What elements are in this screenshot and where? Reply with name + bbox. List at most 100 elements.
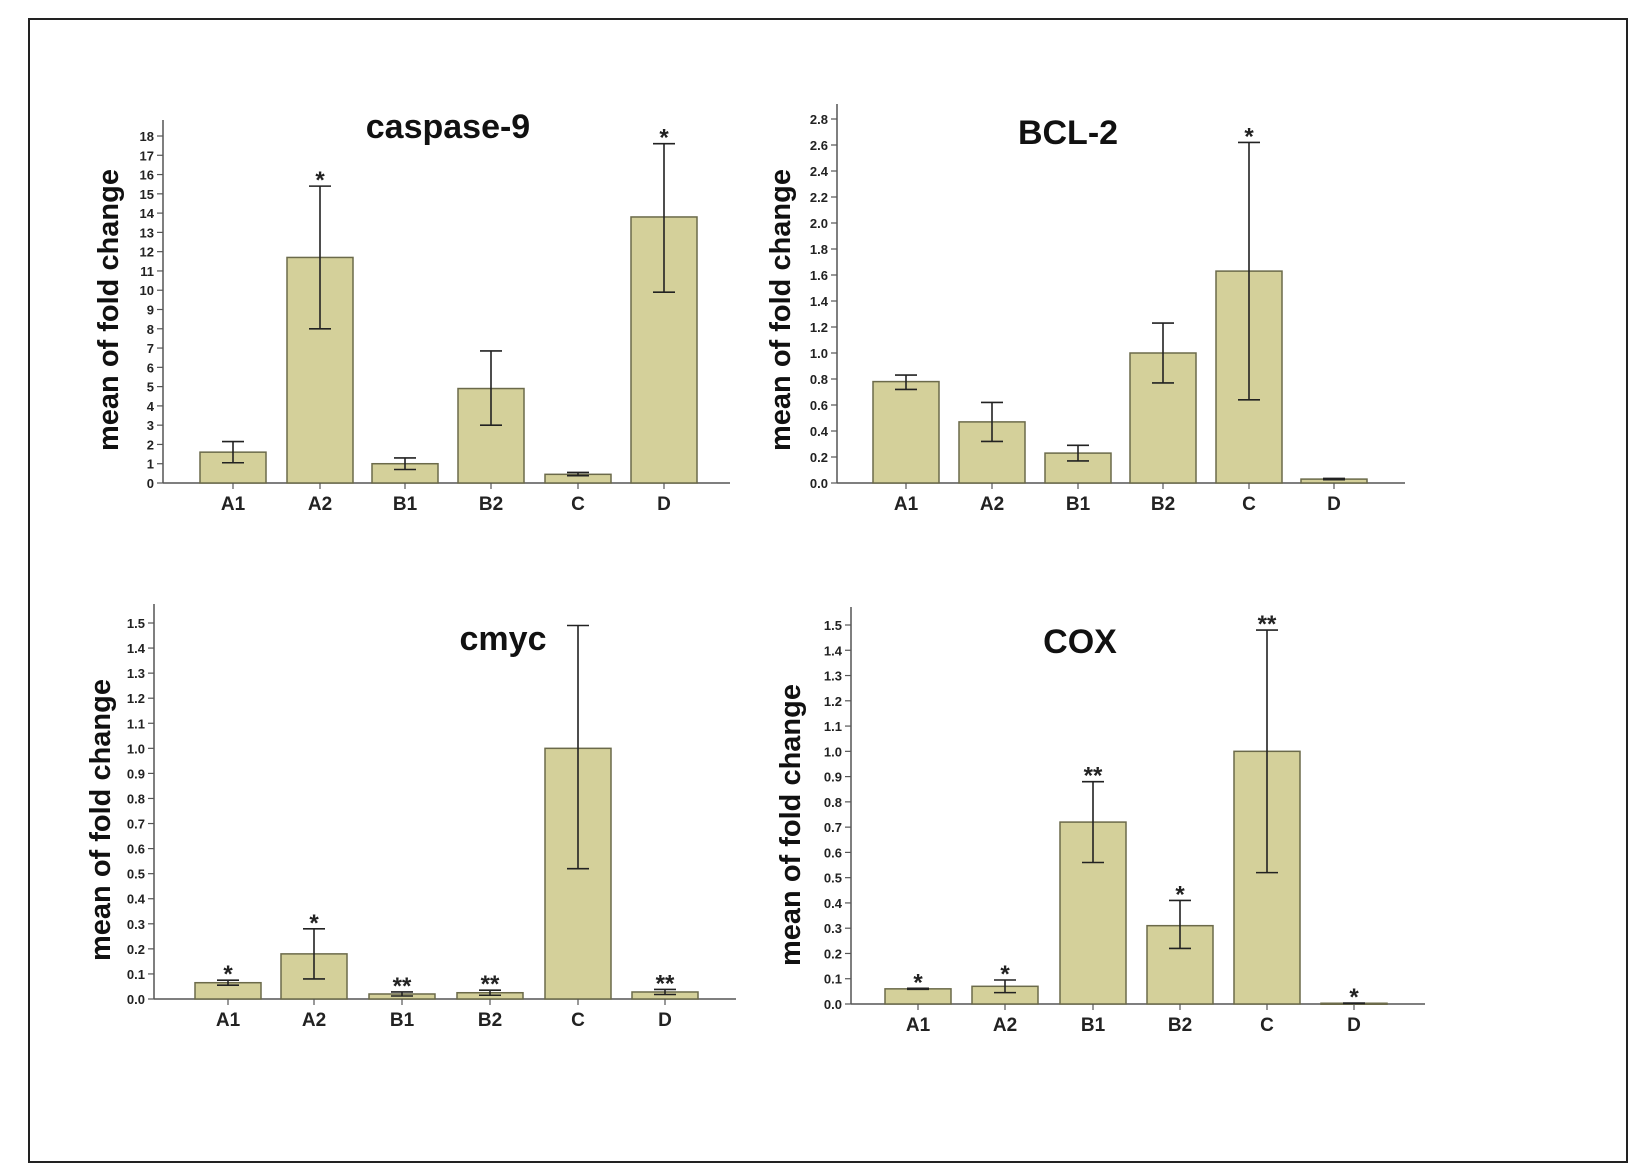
chart-title: caspase-9 — [366, 108, 530, 146]
y-tick-label: 0.1 — [824, 972, 842, 987]
y-tick-label: 0.1 — [127, 967, 145, 982]
x-tick-label: A2 — [308, 494, 332, 515]
chart-title: BCL-2 — [1018, 114, 1118, 152]
y-tick-label: 0.9 — [127, 766, 145, 781]
y-tick-label: 2.0 — [810, 216, 828, 231]
x-tick-label: A1 — [906, 1015, 931, 1036]
x-tick-label: B1 — [393, 494, 418, 515]
y-axis-label: mean of fold change — [93, 169, 125, 451]
y-tick-label: 0.0 — [127, 992, 145, 1007]
x-tick-label: D — [658, 1010, 672, 1031]
x-tick-label: A1 — [221, 494, 246, 515]
significance-marker: * — [223, 961, 233, 988]
y-tick-label: 0.4 — [824, 896, 843, 911]
x-tick-label: B2 — [1151, 494, 1175, 515]
y-tick-label: 0.5 — [127, 867, 145, 882]
y-tick-label: 17 — [140, 148, 154, 163]
y-tick-label: 1.0 — [127, 741, 145, 756]
chart-title: cmyc — [460, 620, 547, 658]
y-tick-label: 16 — [140, 168, 154, 183]
y-tick-label: 1.8 — [810, 242, 828, 257]
y-axis-label: mean of fold change — [85, 679, 117, 961]
y-tick-label: 0.8 — [824, 795, 842, 810]
significance-marker: ** — [1084, 763, 1103, 790]
y-tick-label: 1.2 — [127, 691, 145, 706]
figure-frame — [28, 18, 1628, 1163]
significance-marker: * — [1000, 961, 1010, 988]
x-tick-label: A2 — [993, 1015, 1017, 1036]
x-tick-label: C — [1242, 494, 1256, 515]
y-tick-label: 14 — [140, 206, 155, 221]
y-tick-label: 0.7 — [127, 817, 145, 832]
x-tick-label: A2 — [980, 494, 1004, 515]
y-tick-label: 2 — [147, 437, 154, 452]
significance-marker: ** — [481, 971, 500, 998]
y-tick-label: 0.6 — [810, 398, 828, 413]
y-tick-label: 0.5 — [824, 871, 842, 886]
y-tick-label: 0.0 — [810, 476, 828, 491]
y-tick-label: 1.5 — [824, 618, 842, 633]
y-tick-label: 1.4 — [810, 294, 829, 309]
x-tick-label: B1 — [390, 1010, 415, 1031]
y-tick-label: 2.4 — [810, 164, 829, 179]
y-tick-label: 2.8 — [810, 112, 828, 127]
y-tick-label: 0.2 — [127, 942, 145, 957]
y-tick-label: 0.4 — [810, 424, 829, 439]
significance-marker: * — [913, 969, 923, 996]
y-tick-label: 4 — [147, 399, 155, 414]
y-axis-label: mean of fold change — [775, 684, 807, 966]
y-tick-label: 6 — [147, 360, 154, 375]
y-tick-label: 1.6 — [810, 268, 828, 283]
y-tick-label: 10 — [140, 283, 154, 298]
y-tick-label: 1 — [147, 457, 154, 472]
x-tick-label: D — [1327, 494, 1341, 515]
significance-marker: ** — [656, 970, 675, 997]
x-tick-label: D — [1347, 1015, 1361, 1036]
significance-marker: ** — [1258, 611, 1277, 638]
y-tick-label: 0.9 — [824, 770, 842, 785]
y-tick-label: 1.5 — [127, 616, 145, 631]
y-tick-label: 7 — [147, 341, 154, 356]
significance-marker: * — [659, 125, 669, 152]
y-tick-label: 0.0 — [824, 997, 842, 1012]
chart-title: COX — [1043, 623, 1117, 661]
y-tick-label: 2.6 — [810, 138, 828, 153]
significance-marker: * — [1175, 881, 1185, 908]
x-tick-label: B2 — [1168, 1015, 1192, 1036]
significance-marker: * — [1244, 123, 1254, 150]
x-tick-label: A1 — [894, 494, 919, 515]
y-tick-label: 0.3 — [824, 921, 842, 936]
y-tick-label: 2.2 — [810, 190, 828, 205]
y-tick-label: 0.6 — [127, 842, 145, 857]
x-tick-label: B2 — [479, 494, 503, 515]
y-tick-label: 0.6 — [824, 845, 842, 860]
x-tick-label: B1 — [1081, 1015, 1106, 1036]
y-tick-label: 18 — [140, 129, 154, 144]
x-tick-label: A1 — [216, 1010, 241, 1031]
y-tick-label: 11 — [140, 264, 154, 279]
significance-marker: ** — [393, 973, 412, 1000]
y-tick-label: 3 — [147, 418, 154, 433]
y-tick-label: 1.3 — [127, 666, 145, 681]
y-tick-label: 0 — [147, 476, 154, 491]
y-axis-label: mean of fold change — [765, 169, 797, 451]
significance-marker: * — [1349, 984, 1359, 1011]
y-tick-label: 12 — [140, 245, 154, 260]
y-tick-label: 0.4 — [127, 892, 146, 907]
y-tick-label: 0.2 — [810, 450, 828, 465]
x-tick-label: C — [1260, 1015, 1274, 1036]
y-tick-label: 1.0 — [824, 744, 842, 759]
y-tick-label: 0.3 — [127, 917, 145, 932]
y-tick-label: 0.8 — [810, 372, 828, 387]
y-tick-label: 1.1 — [824, 719, 842, 734]
y-tick-label: 1.4 — [824, 643, 843, 658]
significance-marker: * — [315, 167, 325, 194]
significance-marker: * — [309, 910, 319, 937]
y-tick-label: 1.3 — [824, 669, 842, 684]
x-tick-label: C — [571, 1010, 585, 1031]
y-tick-label: 0.7 — [824, 820, 842, 835]
y-tick-label: 13 — [140, 225, 154, 240]
y-tick-label: 9 — [147, 303, 154, 318]
y-tick-label: 1.2 — [824, 694, 842, 709]
